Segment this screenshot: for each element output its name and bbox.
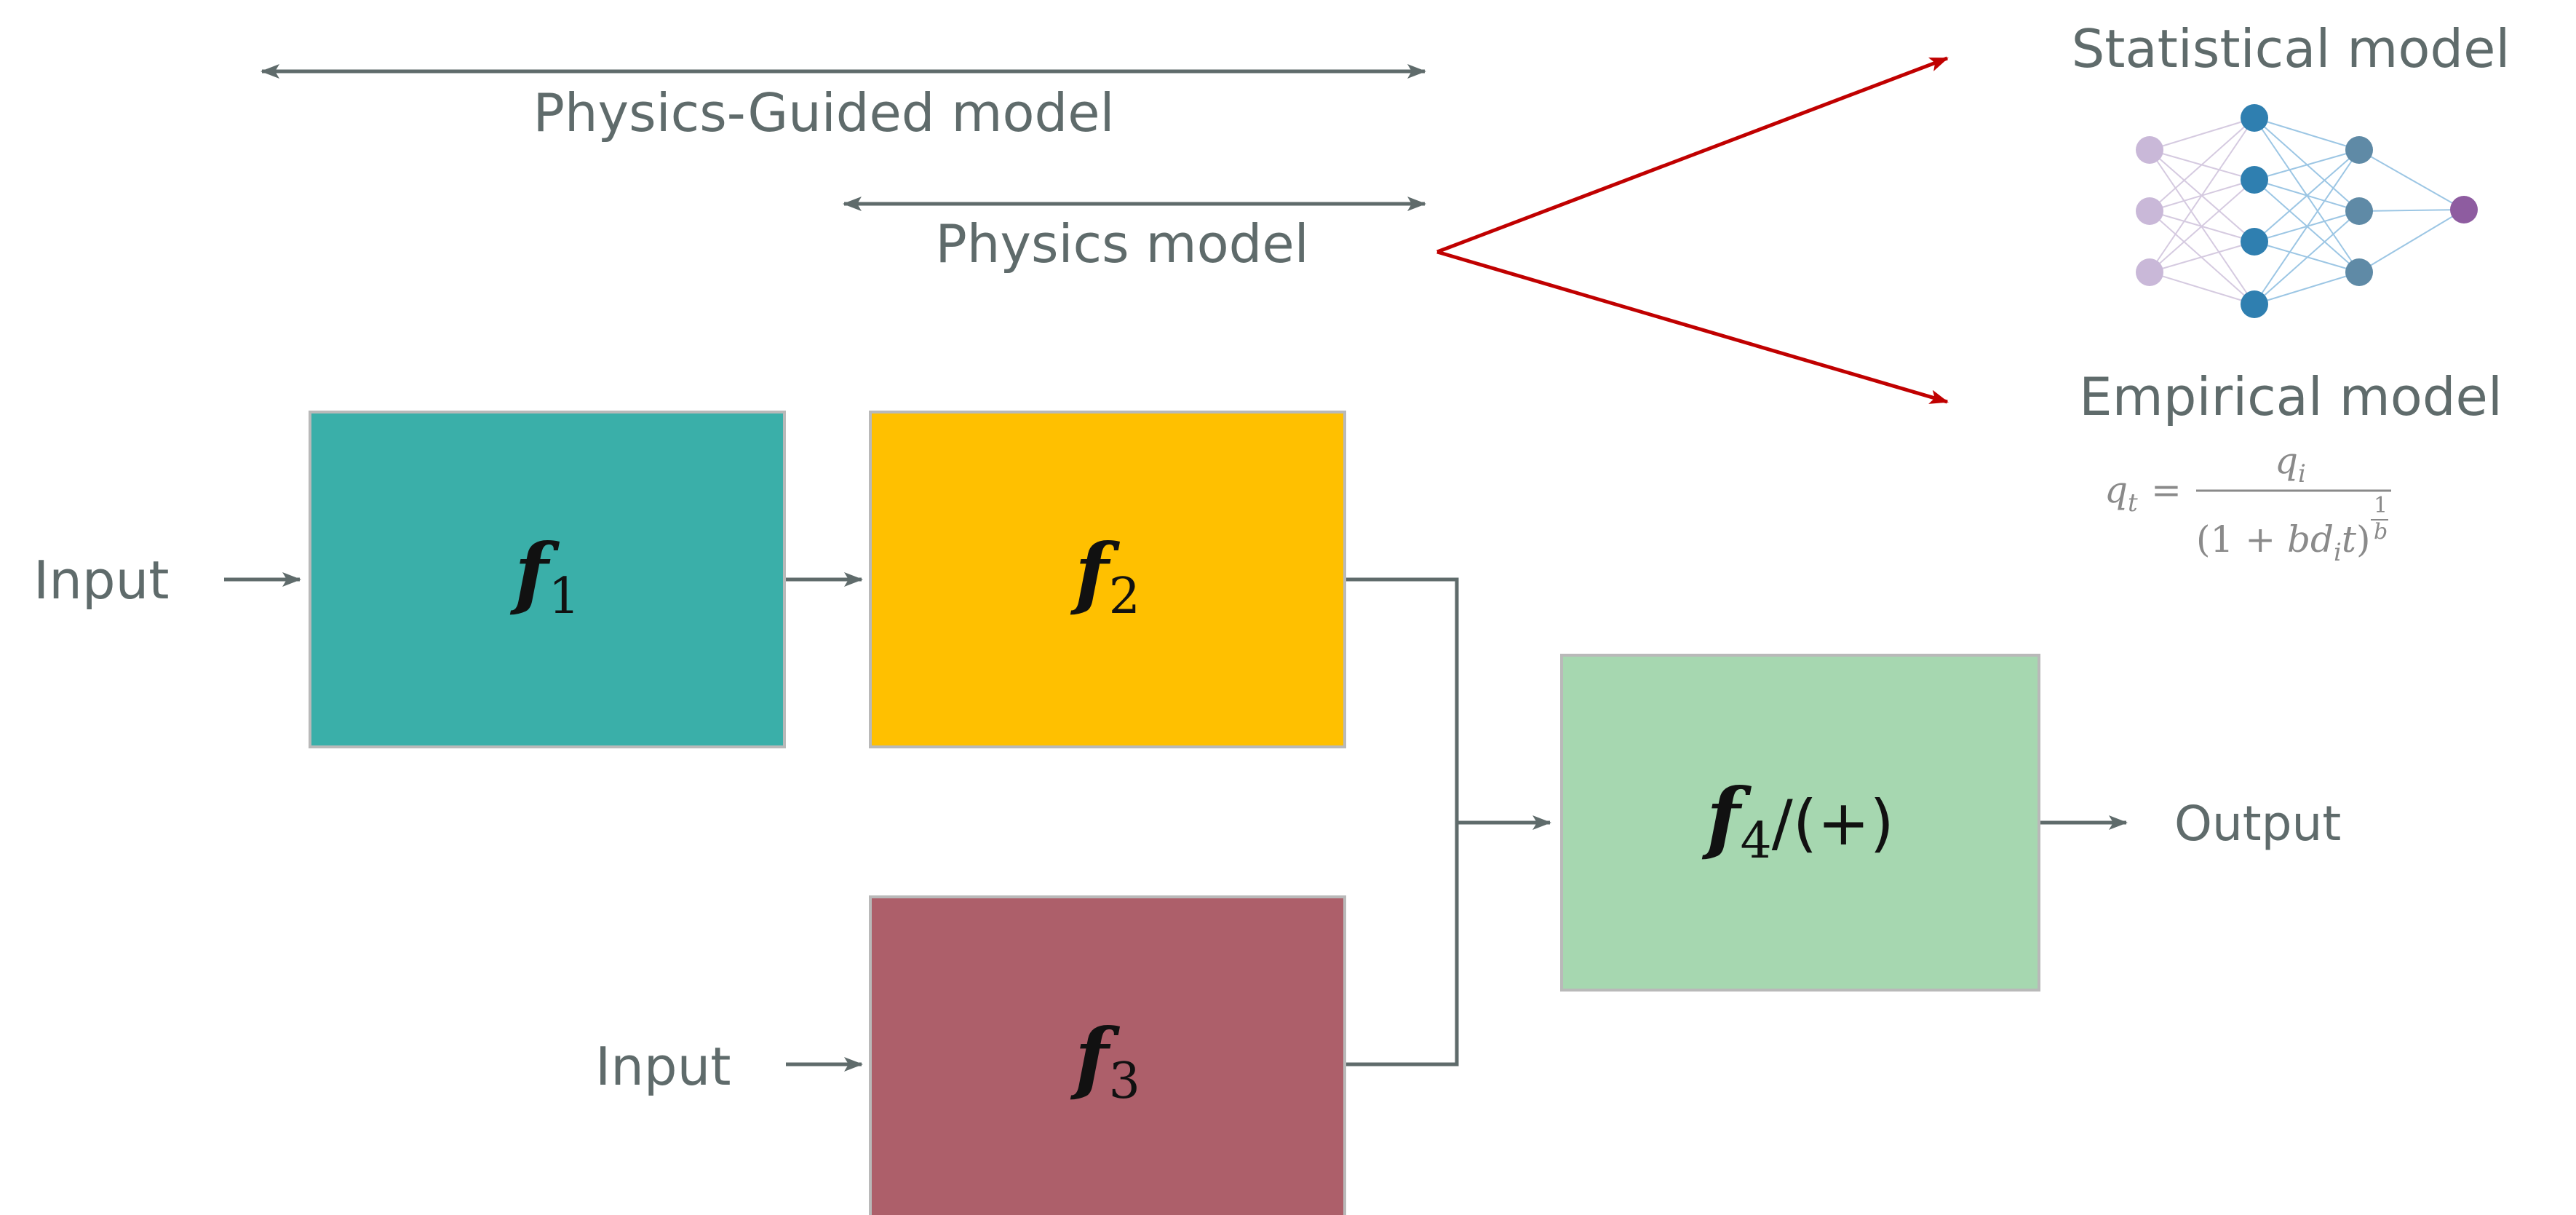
eq-numerator: qi — [2275, 440, 2306, 488]
empirical-model-label: Empirical model — [2079, 366, 2503, 427]
eq-exponent-denominator: b — [2374, 519, 2388, 545]
statistical-model-label: Statistical model — [2072, 18, 2511, 79]
eq-lhs: qt — [2104, 469, 2138, 518]
eq-exponent-numerator: 1 — [2374, 493, 2388, 518]
input-bottom-label: Input — [595, 1036, 731, 1097]
f4-label: f4/(+) — [1701, 772, 1894, 870]
empirical-equation: qt = qi (1 + bdit) 1 b — [2104, 440, 2391, 567]
output-label: Output — [2174, 796, 2341, 852]
physics-guided-model-label: Physics-Guided model — [533, 82, 1114, 143]
f3-to-merge-connector — [1346, 823, 1459, 1066]
f1-block: f1 — [309, 411, 786, 748]
f2-to-merge-connector — [1346, 577, 1459, 823]
red-arrow-to-statistical — [1436, 56, 1949, 254]
input-top-label: Input — [33, 550, 169, 611]
red-arrow-to-empirical — [1436, 250, 1949, 404]
eq-equals: = — [2151, 469, 2182, 511]
physics-model-label: Physics model — [935, 213, 1308, 274]
neural-network-icon — [2136, 104, 2478, 318]
eq-denominator: (1 + bdit) — [2196, 518, 2371, 567]
f3-block: f3 — [869, 895, 1346, 1215]
f2-block: f2 — [869, 411, 1346, 748]
f4-block: f4/(+) — [1560, 654, 2040, 992]
